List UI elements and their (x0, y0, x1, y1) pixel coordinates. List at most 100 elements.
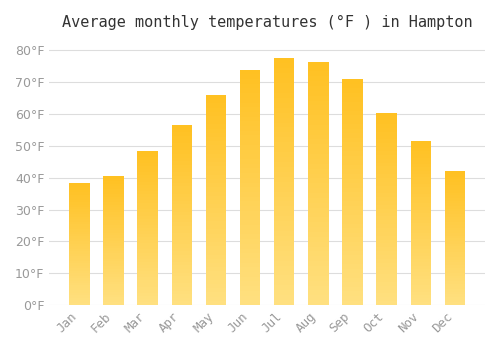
Bar (69, 219, 89, 222)
Bar (240, 74, 260, 79)
Bar (308, 100, 328, 105)
Bar (342, 178, 363, 183)
Bar (342, 93, 363, 97)
Bar (138, 280, 158, 284)
Bar (104, 256, 124, 259)
Bar (138, 163, 158, 166)
Bar (206, 242, 226, 246)
Bar (342, 142, 363, 147)
Bar (376, 301, 397, 305)
Bar (172, 247, 192, 251)
Bar (206, 284, 226, 288)
Bar (69, 209, 89, 212)
Bar (410, 145, 431, 148)
Bar (240, 300, 260, 305)
Bar (308, 276, 328, 281)
Bar (104, 176, 124, 179)
Bar (444, 177, 465, 180)
Bar (138, 271, 158, 274)
Bar (308, 135, 328, 140)
Bar (410, 259, 431, 262)
Bar (274, 157, 294, 162)
Bar (240, 277, 260, 281)
Bar (206, 191, 226, 196)
Bar (104, 217, 124, 220)
Bar (376, 278, 397, 282)
Bar (376, 267, 397, 271)
Bar (410, 279, 431, 282)
Bar (138, 194, 158, 197)
Bar (104, 191, 124, 194)
Bar (376, 112, 397, 305)
Bar (444, 225, 465, 228)
Bar (444, 254, 465, 257)
Bar (104, 176, 124, 305)
Bar (172, 186, 192, 190)
Bar (342, 79, 363, 84)
Bar (410, 272, 431, 275)
Bar (104, 225, 124, 228)
Bar (172, 125, 192, 305)
Bar (138, 154, 158, 157)
Bar (410, 141, 431, 145)
Bar (444, 172, 465, 174)
Bar (172, 280, 192, 284)
Bar (172, 201, 192, 204)
Bar (274, 236, 294, 241)
Bar (410, 226, 431, 230)
Bar (69, 278, 89, 281)
Bar (206, 276, 226, 280)
Bar (206, 183, 226, 187)
Bar (444, 289, 465, 292)
Bar (308, 66, 328, 71)
Bar (444, 211, 465, 214)
Bar (444, 265, 465, 268)
Bar (138, 299, 158, 302)
Bar (274, 162, 294, 167)
Bar (206, 170, 226, 175)
Bar (274, 132, 294, 137)
Bar (172, 150, 192, 154)
Bar (104, 202, 124, 204)
Bar (376, 166, 397, 170)
Bar (410, 148, 431, 151)
Bar (206, 288, 226, 293)
Bar (410, 151, 431, 154)
Bar (376, 274, 397, 278)
Bar (104, 259, 124, 261)
Bar (342, 192, 363, 197)
Bar (308, 154, 328, 159)
Bar (274, 221, 294, 226)
Bar (410, 295, 431, 299)
Bar (138, 188, 158, 191)
Bar (274, 295, 294, 300)
Bar (104, 246, 124, 248)
Bar (308, 169, 328, 174)
Bar (138, 209, 158, 212)
Bar (274, 152, 294, 157)
Bar (172, 190, 192, 194)
Bar (206, 166, 226, 170)
Bar (138, 185, 158, 188)
Bar (376, 212, 397, 216)
Bar (104, 194, 124, 197)
Bar (376, 151, 397, 155)
Bar (69, 259, 89, 261)
Bar (410, 171, 431, 174)
Bar (104, 179, 124, 181)
Bar (444, 260, 465, 262)
Bar (342, 124, 363, 129)
Bar (206, 154, 226, 158)
Bar (274, 88, 294, 93)
Bar (104, 212, 124, 215)
Bar (69, 239, 89, 241)
Bar (104, 181, 124, 184)
Bar (376, 132, 397, 135)
Bar (444, 230, 465, 233)
Bar (342, 115, 363, 120)
Bar (274, 285, 294, 290)
Bar (138, 289, 158, 293)
Bar (206, 133, 226, 137)
Bar (308, 115, 328, 120)
Bar (444, 195, 465, 198)
